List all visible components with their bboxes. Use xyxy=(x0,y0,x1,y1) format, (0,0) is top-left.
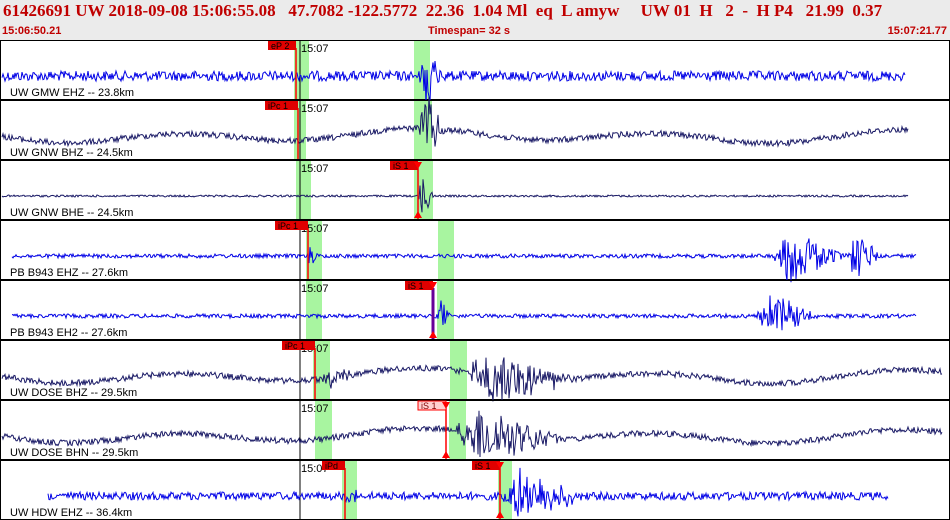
channel-label: PB B943 EH2 -- 27.6km xyxy=(10,327,127,339)
pick-marker-bottom xyxy=(429,331,437,338)
channel-label: UW DOSE BHN -- 29.5km xyxy=(10,447,138,459)
phase-window[interactable] xyxy=(437,281,454,339)
pick-marker-top xyxy=(414,162,422,169)
phase-window[interactable] xyxy=(306,221,322,279)
pick-label[interactable]: iPc 1 xyxy=(278,221,298,231)
waveform-trace xyxy=(11,295,917,331)
seismogram-panel[interactable]: 15:07 eP 2 UW GMW EHZ -- 23.8km 15:07 iPc 1 U… xyxy=(0,40,950,520)
tick-label: 15:07 xyxy=(301,463,329,475)
pick-marker-bottom xyxy=(414,211,422,218)
phase-window[interactable] xyxy=(313,341,330,399)
waveform-trace xyxy=(1,179,909,213)
pick-label[interactable]: iS 1 xyxy=(421,401,437,411)
waveform-trace xyxy=(1,357,943,402)
pick-flag[interactable] xyxy=(405,281,433,290)
pick-flag[interactable] xyxy=(265,101,298,110)
pick-marker-bottom xyxy=(442,451,450,458)
pick-marker-top xyxy=(496,462,504,469)
tick-label: 15:07 xyxy=(301,403,329,415)
channel-row-frame[interactable] xyxy=(0,160,950,220)
channel-label: UW DOSE BHZ -- 29.5km xyxy=(10,387,137,399)
channel-row-frame[interactable] xyxy=(0,40,950,100)
channel-row-frame[interactable] xyxy=(0,100,950,160)
tick-label: 15:07 xyxy=(301,103,329,115)
phase-window[interactable] xyxy=(450,341,467,399)
waveform-trace xyxy=(1,60,906,106)
channel-row-frame[interactable] xyxy=(0,280,950,340)
pick-label[interactable]: eP 2 xyxy=(271,41,289,51)
pick-flag[interactable] xyxy=(322,461,345,470)
phase-window[interactable] xyxy=(294,41,309,99)
pick-label[interactable]: iPd xyxy=(325,461,338,471)
pick-label[interactable]: iPc 1 xyxy=(285,341,305,351)
tick-label: 15:07 xyxy=(301,163,329,175)
pick-flag[interactable] xyxy=(282,341,315,350)
start-time: 15:06:50.21 xyxy=(2,25,62,37)
pick-marker-top xyxy=(429,282,437,289)
channel-label: UW GMW EHZ -- 23.8km xyxy=(10,87,134,99)
waveform-trace xyxy=(1,410,943,458)
waveform-trace xyxy=(1,97,909,148)
event-title: 61426691 UW 2018-09-08 15:06:55.08 47.70… xyxy=(3,1,883,20)
phase-window[interactable] xyxy=(306,281,322,339)
channel-row-frame[interactable] xyxy=(0,220,950,280)
pick-flag[interactable] xyxy=(275,221,308,230)
pick-label[interactable]: iS 1 xyxy=(408,281,424,291)
channel-label: UW GNW BHE -- 24.5km xyxy=(10,207,133,219)
pick-label[interactable]: iS 1 xyxy=(393,161,409,171)
tick-label: 15:07 xyxy=(301,43,329,55)
pick-label[interactable]: iPc 1 xyxy=(268,101,288,111)
channel-label: PB B943 EHZ -- 27.6km xyxy=(10,267,128,279)
channel-label: UW GNW BHZ -- 24.5km xyxy=(10,147,133,159)
event-header: 61426691 UW 2018-09-08 15:06:55.08 47.70… xyxy=(0,0,950,40)
pick-marker-top xyxy=(442,402,450,409)
pick-label[interactable]: iS 1 xyxy=(475,461,491,471)
tick-label: 15:07 xyxy=(301,283,329,295)
phase-window[interactable] xyxy=(438,221,454,279)
timespan-label: Timespan= 32 s xyxy=(428,25,511,37)
phase-window[interactable] xyxy=(315,401,332,459)
pick-flag[interactable] xyxy=(472,461,500,470)
channel-label: UW HDW EHZ -- 36.4km xyxy=(10,507,132,519)
pick-marker-bottom xyxy=(496,511,504,518)
pick-flag[interactable] xyxy=(268,41,296,50)
phase-window[interactable] xyxy=(498,461,512,519)
end-time: 15:07:21.77 xyxy=(887,25,947,37)
waveform-trace xyxy=(47,467,889,517)
pick-flag[interactable] xyxy=(390,161,418,170)
waveform-trace xyxy=(11,238,917,283)
